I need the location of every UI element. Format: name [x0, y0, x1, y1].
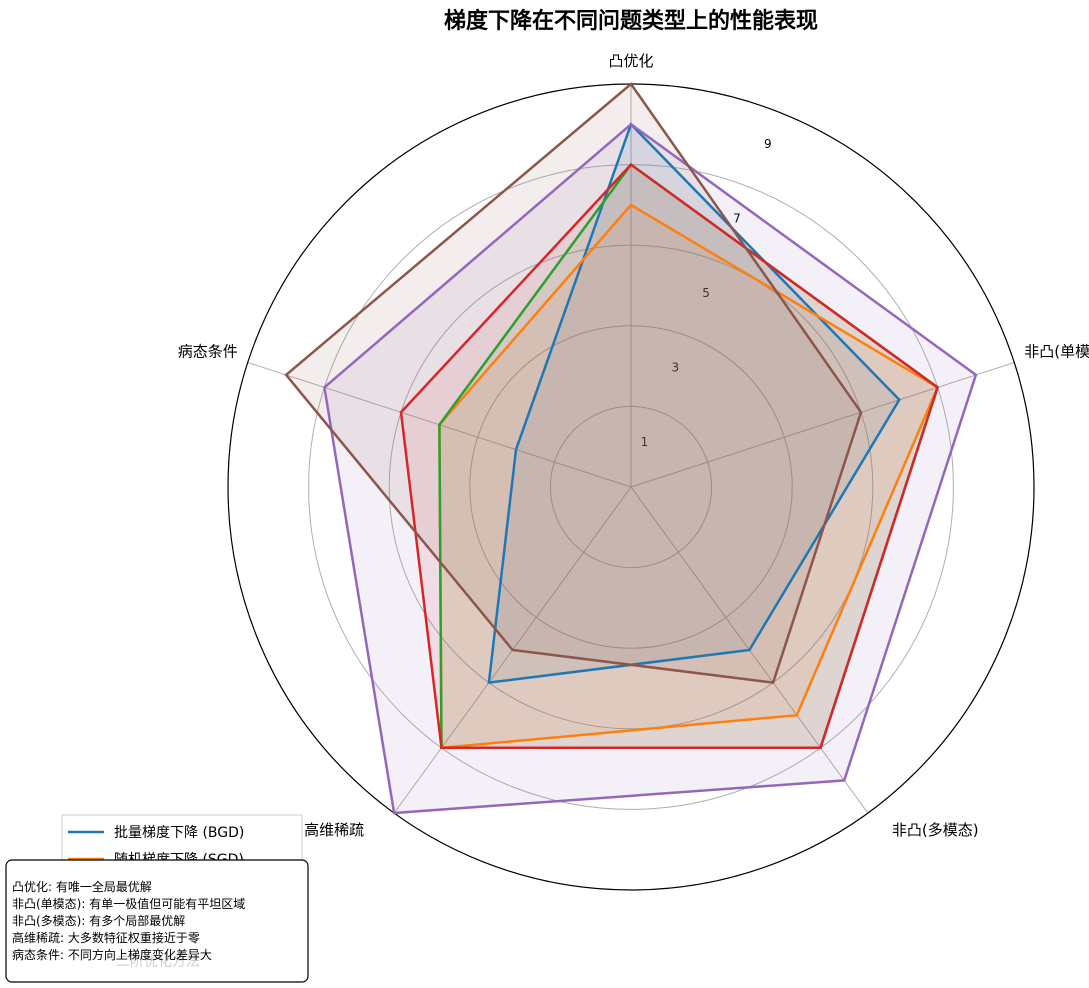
grid-spoke	[630, 361, 1015, 488]
axis-label: 病态条件	[178, 342, 238, 360]
series-fill	[401, 164, 938, 748]
series-layer	[284, 82, 978, 815]
legend-label: 批量梯度下降 (BGD)	[114, 825, 244, 841]
axis-label: 凸优化	[608, 52, 653, 70]
axis-label: 高维稀疏	[304, 821, 364, 839]
note-line: 凸优化: 有唯一全局最优解	[12, 879, 152, 894]
radial-tick-label: 7	[733, 211, 741, 225]
notes-frame	[5, 859, 309, 983]
radial-tick-label: 5	[702, 286, 710, 300]
note-line: 非凸(多模态): 有多个局部最优解	[12, 913, 185, 928]
series-fill	[286, 84, 862, 683]
note-line: 病态条件: 不同方向上梯度变化差异大	[12, 947, 212, 962]
axis-label: 非凸(多模态)	[892, 821, 979, 839]
legend-partial-text: 二阶优化方法	[116, 954, 200, 970]
axis-label: 非凸(单模态)	[1024, 342, 1089, 360]
series-line	[399, 162, 940, 750]
series-fill	[439, 204, 938, 748]
series-line	[487, 121, 901, 685]
note-line: 高维稀疏: 大多数特征权重接近于零	[12, 930, 200, 945]
series-line	[438, 203, 940, 750]
radial-tick-label: 1	[641, 435, 649, 449]
series-line	[323, 122, 978, 815]
radial-tick-label: 9	[764, 137, 772, 151]
note-line: 非凸(单模态): 有单一极值但可能有平坦区域	[12, 896, 245, 911]
series-line	[284, 82, 863, 684]
radial-tick-label: 3	[671, 360, 679, 374]
series-fill	[488, 124, 900, 683]
chart-title: 梯度下降在不同问题类型上的性能表现	[444, 8, 818, 34]
